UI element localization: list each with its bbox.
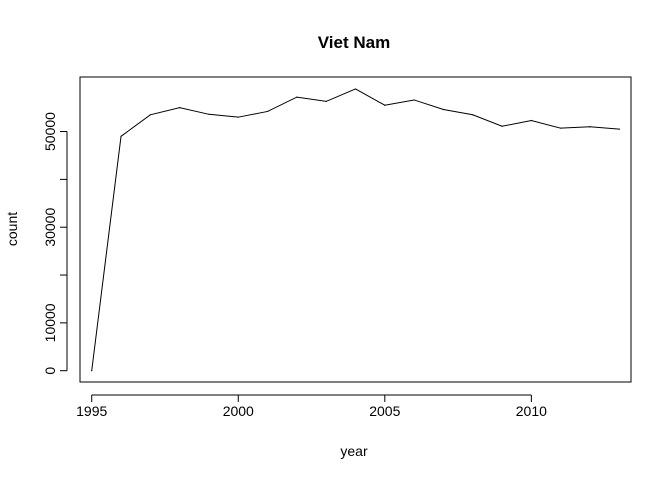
data-point — [91, 370, 93, 372]
data-point — [208, 113, 210, 115]
chart-title: Viet Nam — [318, 33, 390, 52]
data-point — [384, 104, 386, 106]
x-tick-label: 2005 — [369, 403, 400, 419]
plot-frame — [79, 76, 632, 383]
y-tick-label: 10000 — [42, 303, 58, 342]
data-point — [325, 100, 327, 102]
y-axis: 0 10000 30000 50000 — [42, 112, 68, 375]
data-point — [237, 116, 239, 118]
data-point — [296, 96, 298, 98]
data-point — [120, 135, 122, 137]
series-line — [91, 88, 620, 371]
data-point — [442, 108, 445, 111]
y-tick-label: 30000 — [42, 208, 58, 247]
data-point — [149, 114, 151, 116]
data-point — [354, 88, 357, 90]
y-tick-label: 0 — [42, 367, 58, 375]
data-point — [560, 127, 562, 129]
x-tick-label: 2000 — [223, 403, 254, 419]
data-point — [179, 107, 181, 109]
x-axis: 1995 2000 2005 2010 — [76, 394, 547, 419]
data-point — [266, 110, 269, 113]
data-point — [472, 114, 474, 116]
data-point — [530, 119, 532, 122]
y-tick-label: 50000 — [42, 112, 58, 151]
x-axis-title: year — [340, 443, 368, 459]
data-point — [413, 99, 415, 101]
x-tick-label: 2010 — [516, 403, 547, 419]
y-axis-title: count — [4, 212, 20, 246]
x-tick-label: 1995 — [76, 403, 107, 419]
data-points — [91, 88, 620, 372]
data-point — [618, 128, 620, 130]
data-point — [501, 125, 503, 127]
data-point — [589, 126, 591, 128]
